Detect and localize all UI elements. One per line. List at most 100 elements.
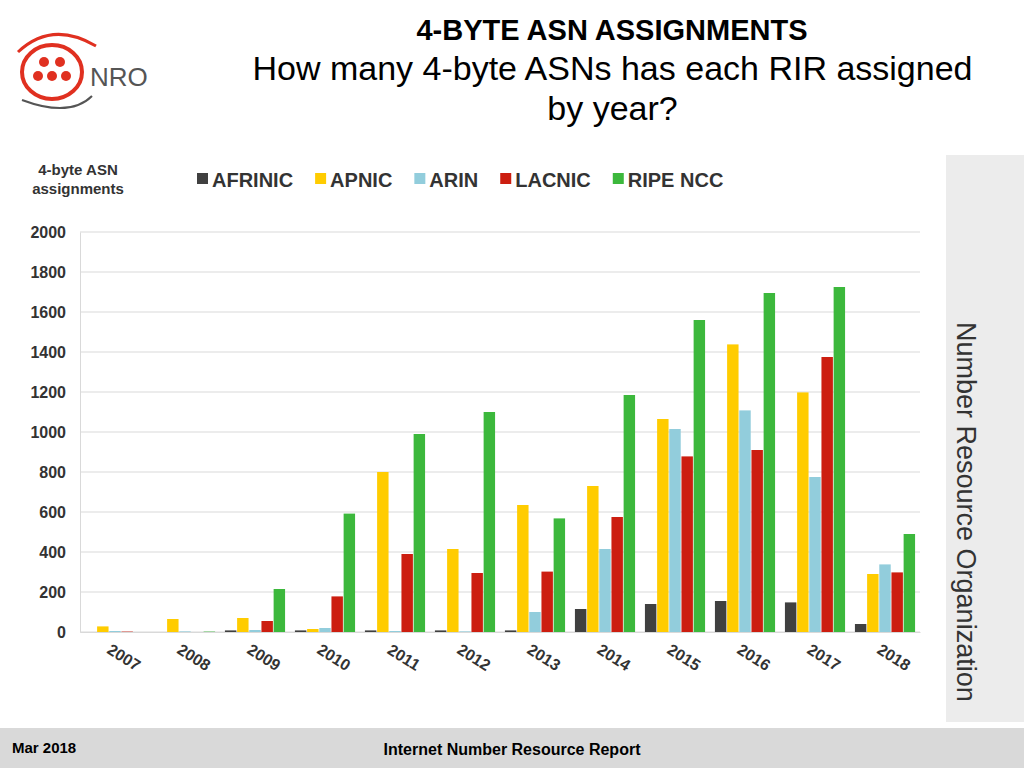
- x-tick-label: 2012: [454, 641, 493, 674]
- logo-dot: [47, 71, 57, 81]
- legend-item: AFRINIC: [197, 169, 293, 191]
- bar: [645, 604, 656, 632]
- logo-swoosh: [18, 34, 96, 52]
- y-tick-label: 1000: [30, 424, 66, 441]
- bar: [414, 434, 425, 632]
- grid-line: [80, 392, 920, 393]
- y-tick-label: 800: [39, 464, 66, 481]
- y-tick: 1200: [30, 384, 80, 401]
- x-tick-label: 2018: [874, 641, 913, 674]
- bar: [834, 287, 845, 632]
- bar: [459, 631, 470, 632]
- legend-swatch: [315, 173, 326, 184]
- x-tick-label: 2009: [244, 641, 283, 674]
- bar: [484, 412, 495, 632]
- bar: [715, 601, 726, 632]
- bar: [274, 589, 285, 632]
- x-tick: 2010: [314, 632, 353, 674]
- logo-ring: [22, 45, 82, 99]
- y-axis-title: 4-byte ASN assignments: [18, 160, 138, 198]
- bar: [319, 628, 330, 632]
- bar: [237, 618, 248, 632]
- logo-dot: [55, 57, 65, 67]
- legend-label: APNIC: [330, 169, 392, 191]
- bar: [97, 626, 108, 632]
- y-tick-label: 1600: [30, 304, 66, 321]
- legend-item: RIPE NCC: [613, 169, 724, 191]
- bar: [657, 419, 668, 632]
- bar: [365, 630, 376, 632]
- footer-date: Mar 2018: [12, 739, 76, 756]
- bar: [611, 517, 622, 632]
- x-tick: 2011: [385, 632, 424, 674]
- y-tick-label: 400: [39, 544, 66, 561]
- bar: [599, 549, 610, 632]
- footer-title: Internet Number Resource Report: [384, 741, 642, 758]
- bar: [681, 456, 692, 632]
- grid: [80, 232, 920, 632]
- bar: [191, 632, 202, 633]
- legend-label: AFRINIC: [212, 169, 293, 191]
- bar: [739, 410, 750, 632]
- legend-swatch: [414, 173, 425, 184]
- logo-text: NRO: [90, 62, 148, 92]
- y-tick-label: 2000: [30, 224, 66, 241]
- x-tick-label: 2017: [804, 641, 843, 674]
- y-tick-label: 1200: [30, 384, 66, 401]
- x-tick-label: 2016: [734, 641, 773, 674]
- bar: [389, 631, 400, 632]
- y-tick-label: 600: [39, 504, 66, 521]
- x-tick: 2016: [734, 632, 773, 674]
- bar: [179, 631, 190, 632]
- bar: [505, 630, 516, 632]
- y-tick: 1800: [30, 264, 80, 281]
- y-tick: 600: [39, 504, 80, 521]
- bar: [307, 629, 318, 632]
- y-tick: 0: [57, 624, 80, 641]
- grid-line: [80, 432, 920, 433]
- bar: [344, 514, 355, 632]
- bar: [85, 632, 96, 633]
- bar: [855, 624, 866, 632]
- bar: [121, 631, 132, 632]
- x-tick: 2012: [454, 632, 493, 674]
- series-bars: [97, 344, 878, 632]
- bar: [751, 450, 762, 632]
- y-axis: 0200400600800100012001400160018002000: [30, 224, 80, 641]
- x-tick-label: 2011: [385, 641, 424, 674]
- bar: [879, 564, 890, 632]
- x-tick: 2008: [174, 632, 213, 674]
- legend-label: RIPE NCC: [628, 169, 724, 191]
- logo-dot: [61, 71, 71, 81]
- bar: [797, 392, 808, 632]
- y-tick-label: 1800: [30, 264, 66, 281]
- bar: [785, 602, 796, 632]
- bar: [401, 554, 412, 632]
- legend-item: ARIN: [414, 169, 478, 191]
- legend-item: APNIC: [315, 169, 392, 191]
- bar: [167, 619, 178, 632]
- y-tick: 1000: [30, 424, 80, 441]
- bar: [109, 631, 120, 632]
- grid-line: [80, 312, 920, 313]
- series-bars: [204, 287, 915, 632]
- title: 4-BYTE ASN ASSIGNMENTS: [416, 14, 807, 46]
- grid-line: [80, 552, 920, 553]
- y-tick: 1600: [30, 304, 80, 321]
- legend-label: LACNIC: [515, 169, 591, 191]
- y-axis-line: [80, 233, 81, 633]
- bar: [821, 357, 832, 632]
- grid-line: [80, 272, 920, 273]
- bar: [587, 486, 598, 632]
- bar: [575, 609, 586, 632]
- x-tick: 2013: [524, 632, 563, 674]
- bars: [97, 287, 915, 632]
- y-tick-label: 200: [39, 584, 66, 601]
- bar: [669, 429, 680, 632]
- chart-svg: NRO 4-BYTE ASN ASSIGNMENTS 0 200 400 600 800 10…: [0, 0, 1024, 768]
- side-strip: [946, 155, 1024, 722]
- x-tick: 2007: [104, 632, 143, 674]
- bar: [471, 573, 482, 632]
- legend: AFRINIC APNIC ARIN LACNIC RIPE NCC: [197, 169, 723, 191]
- page: NRO 4-BYTE ASN ASSIGNMENTS 0 200 400 600 800 10…: [0, 0, 1024, 768]
